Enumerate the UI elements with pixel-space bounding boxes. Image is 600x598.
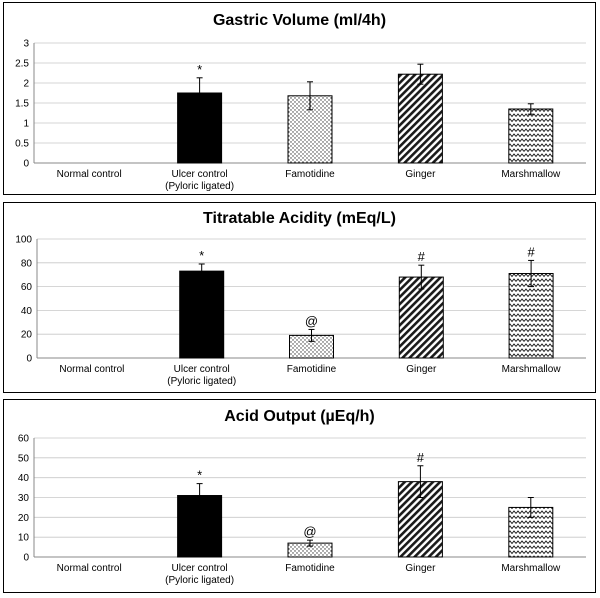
x-category-label: Famotidine [285, 563, 335, 574]
significance-marker: * [199, 248, 204, 263]
y-tick-label: 60 [18, 434, 30, 445]
x-category-label: Famotidine [285, 169, 335, 180]
y-tick-label: 1.5 [15, 99, 29, 110]
y-tick-label: 40 [21, 306, 33, 317]
significance-marker: @ [305, 313, 318, 328]
y-tick-label: 60 [21, 282, 33, 293]
bar [179, 270, 225, 359]
y-tick-label: 80 [21, 258, 33, 269]
x-category-label: Ulcer control (Pyloric ligated) [167, 364, 236, 387]
x-category-label: Marshmallow [501, 563, 561, 574]
x-category-label: Ginger [406, 364, 437, 375]
chart-title: Acid Output (µEq/h) [224, 408, 375, 425]
titratable-acidity-chart-panel: Titratable Acidity (mEq/L) 0 20 40 60 80 100 No… [3, 202, 596, 393]
y-tick-label: 40 [18, 473, 30, 484]
bar [508, 273, 554, 359]
y-tick-label: 0.5 [15, 139, 29, 150]
y-tick-label: 1 [23, 119, 29, 130]
x-category-label: Ginger [405, 563, 436, 574]
y-tick-label: 20 [21, 330, 33, 341]
y-tick-label: 20 [18, 513, 30, 524]
x-category-label: Ginger [405, 169, 436, 180]
chart-title: Gastric Volume (ml/4h) [213, 12, 386, 29]
chart-svg: Titratable Acidity (mEq/L) 0 20 40 60 80 100 No… [15, 210, 586, 387]
x-category-label: Marshmallow [501, 169, 561, 180]
significance-marker: # [417, 450, 425, 465]
y-tick-label: 0 [23, 553, 29, 564]
bar [508, 108, 554, 164]
chart-svg: Gastric Volume (ml/4h) 0 0.5 1 1.5 2 2.5 3 Norma… [15, 12, 586, 192]
x-category-label: Ulcer control (Pyloric ligated) [165, 563, 234, 586]
y-tick-label: 0 [23, 159, 29, 170]
y-tick-label: 0 [26, 354, 32, 365]
chart-svg: Acid Output (µEq/h) 0 10 20 30 40 50 60 Normal c… [18, 408, 586, 586]
x-category-label: Marshmallow [502, 364, 562, 375]
significance-marker: # [527, 244, 535, 259]
y-tick-label: 50 [18, 453, 30, 464]
acid-output-chart-panel: Acid Output (µEq/h) 0 10 20 30 40 50 60 Normal c… [3, 399, 596, 593]
y-tick-label: 10 [18, 533, 30, 544]
gastric-volume-chart-panel: Gastric Volume (ml/4h) 0 0.5 1 1.5 2 2.5 3 Norma… [3, 2, 596, 195]
y-tick-label: 30 [18, 493, 30, 504]
y-tick-label: 3 [23, 39, 29, 50]
x-category-label: Famotidine [287, 364, 337, 375]
significance-marker: # [418, 249, 426, 264]
bar [397, 73, 443, 164]
y-tick-label: 100 [15, 235, 32, 246]
significance-marker: * [197, 62, 202, 77]
significance-marker: * [197, 468, 202, 483]
x-category-label: Ulcer control (Pyloric ligated) [165, 169, 234, 192]
y-tick-label: 2.5 [15, 59, 29, 70]
significance-marker: @ [303, 524, 316, 539]
x-category-label: Normal control [59, 364, 124, 375]
x-category-label: Normal control [57, 169, 122, 180]
y-tick-label: 2 [23, 79, 29, 90]
chart-title: Titratable Acidity (mEq/L) [203, 210, 396, 227]
x-category-label: Normal control [57, 563, 122, 574]
